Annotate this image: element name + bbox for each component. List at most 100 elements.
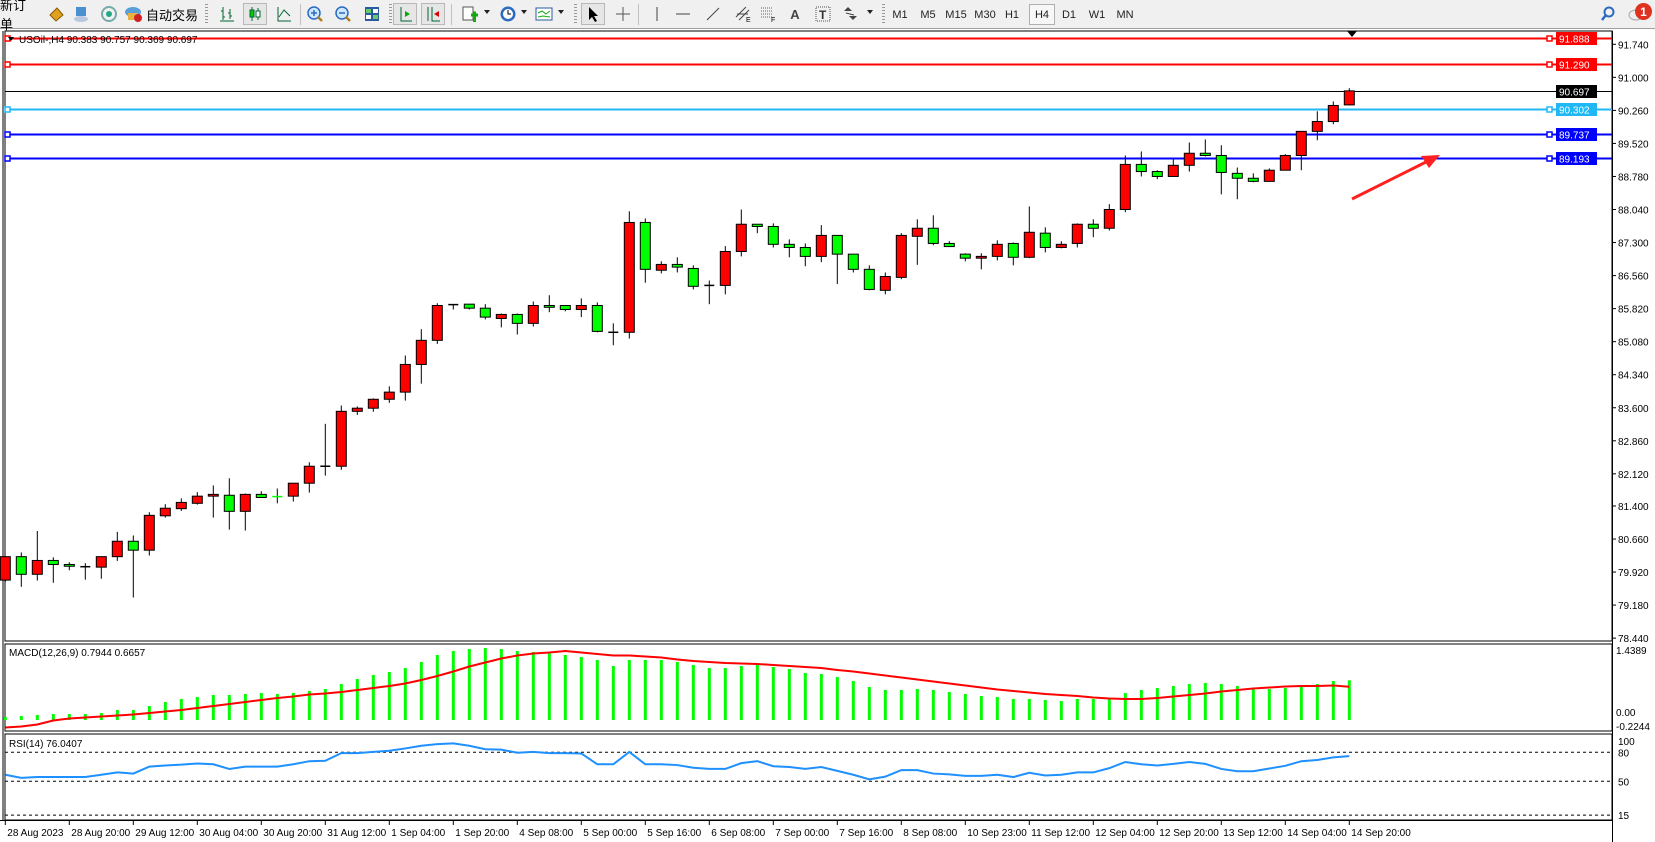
timeframe-h1-button[interactable]: H1: [1004, 8, 1020, 21]
candle: [1183, 142, 1195, 172]
candle: [0, 556, 11, 582]
line-chart-icon[interactable]: [272, 3, 296, 25]
line-anchor-handle[interactable]: [1546, 61, 1553, 68]
candle-body: [783, 243, 795, 248]
line-anchor-handle[interactable]: [4, 131, 11, 138]
line-anchor-handle[interactable]: [1546, 155, 1553, 162]
candle-body: [751, 223, 763, 227]
search-icon[interactable]: [1596, 3, 1620, 25]
line-anchor-handle[interactable]: [4, 106, 11, 113]
candlestick-icon[interactable]: [243, 3, 267, 25]
candle-body: [1311, 121, 1323, 132]
timeframe-d1-button[interactable]: D1: [1061, 8, 1077, 21]
price-line-label: 89.193: [1556, 152, 1597, 166]
time-tick-label: 30 Aug 20:00: [263, 828, 322, 839]
macd-histogram-bar: [1043, 700, 1047, 720]
timeframe-h4-button[interactable]: H4: [1029, 4, 1055, 25]
macd-histogram-bar: [979, 696, 983, 720]
timeframe-w1-button[interactable]: W1: [1088, 8, 1106, 21]
candle: [63, 562, 75, 571]
signals-icon[interactable]: [97, 3, 121, 25]
zoom-out-icon[interactable]: [331, 3, 355, 25]
candle-body: [175, 501, 187, 510]
line-anchor-handle[interactable]: [1546, 131, 1553, 138]
time-tick-label: 30 Aug 04:00: [199, 828, 258, 839]
cursor-icon[interactable]: [581, 3, 605, 25]
market-watch-icon[interactable]: [44, 3, 68, 25]
candle-body: [1295, 130, 1307, 156]
candle: [975, 253, 987, 270]
rsi-axis-label: 80: [1618, 748, 1630, 759]
macd-histogram-bar: [1267, 689, 1271, 720]
shapes-icon[interactable]: [838, 3, 862, 25]
new-order-button[interactable]: 新订单: [0, 0, 34, 32]
timeframe-m1-button[interactable]: M1: [892, 8, 908, 21]
candle-body: [559, 305, 571, 311]
timeframe-m15-button[interactable]: M15: [945, 8, 967, 21]
candle: [1151, 170, 1163, 180]
candle-body: [223, 494, 235, 512]
macd-histogram-bar: [1203, 683, 1207, 720]
templates-icon[interactable]: [532, 3, 556, 25]
auto-scroll-icon[interactable]: [393, 3, 417, 25]
macd-histogram-bar: [595, 660, 599, 720]
timeframe-m5-button[interactable]: M5: [920, 8, 936, 21]
periods-icon[interactable]: [496, 3, 520, 25]
line-anchor-handle[interactable]: [4, 61, 11, 68]
line-anchor-handle[interactable]: [4, 155, 11, 162]
price-tick-label: 81.400: [1618, 502, 1649, 513]
chart-menu-triangle-icon[interactable]: [8, 37, 14, 41]
price-line-label: 91.290: [1556, 58, 1597, 72]
time-tick-label: 4 Sep 08:00: [519, 828, 573, 839]
price-label-box: [1556, 85, 1597, 98]
bar-chart-icon[interactable]: [215, 3, 239, 25]
indicators-icon[interactable]: [458, 3, 482, 25]
zoom-in-icon[interactable]: [303, 3, 327, 25]
candle: [111, 531, 123, 561]
candle-body: [111, 540, 123, 558]
time-tick-label: 14 Sep 20:00: [1351, 828, 1411, 839]
macd-histogram-bar: [755, 665, 759, 720]
candle: [383, 386, 395, 403]
candle: [927, 215, 939, 246]
equidistant-channel-icon[interactable]: E: [731, 3, 755, 25]
candle: [272, 488, 283, 504]
tile-windows-icon[interactable]: [360, 3, 384, 25]
candle-body: [479, 307, 491, 318]
candle-body: [1263, 169, 1275, 182]
horizontal-line-icon[interactable]: [671, 3, 695, 25]
macd-histogram-bar: [787, 669, 791, 720]
fibonacci-icon[interactable]: F: [756, 3, 780, 25]
macd-histogram-bar: [323, 689, 327, 720]
candle: [223, 478, 235, 530]
candle: [1327, 101, 1339, 125]
timeframe-m30-button[interactable]: M30: [974, 8, 996, 21]
line-anchor-handle[interactable]: [1546, 106, 1553, 113]
text-icon[interactable]: A: [790, 6, 800, 22]
chart-shift-marker-icon[interactable]: [1347, 31, 1357, 37]
data-window-icon[interactable]: [69, 3, 93, 25]
vertical-line-icon[interactable]: [645, 3, 669, 25]
candle-body: [0, 556, 11, 581]
annotation-arrow[interactable]: [1351, 155, 1440, 201]
auto-trading-button[interactable]: 自动交易: [122, 3, 200, 25]
price-line-label: 90.697: [1556, 85, 1597, 99]
candle: [495, 313, 507, 328]
new-order-label: 新订单: [0, 0, 27, 32]
price-label-box: [1556, 128, 1597, 141]
candle-body: [815, 234, 827, 257]
time-tick-label: 8 Sep 08:00: [903, 828, 957, 839]
candle-body: [1119, 163, 1131, 211]
candle-body: [527, 305, 539, 324]
price-tick-label: 84.340: [1618, 371, 1649, 382]
text-label-icon[interactable]: T: [811, 3, 835, 25]
trendline-icon[interactable]: [701, 3, 725, 25]
line-anchor-handle[interactable]: [1546, 35, 1553, 42]
macd-histogram-bar: [19, 716, 23, 720]
crosshair-icon[interactable]: [611, 3, 635, 25]
timeframe-mn-button[interactable]: MN: [1116, 8, 1134, 21]
chart-shift-icon[interactable]: [421, 3, 445, 25]
candle-body: [1199, 152, 1211, 156]
candle-body: [975, 255, 987, 259]
